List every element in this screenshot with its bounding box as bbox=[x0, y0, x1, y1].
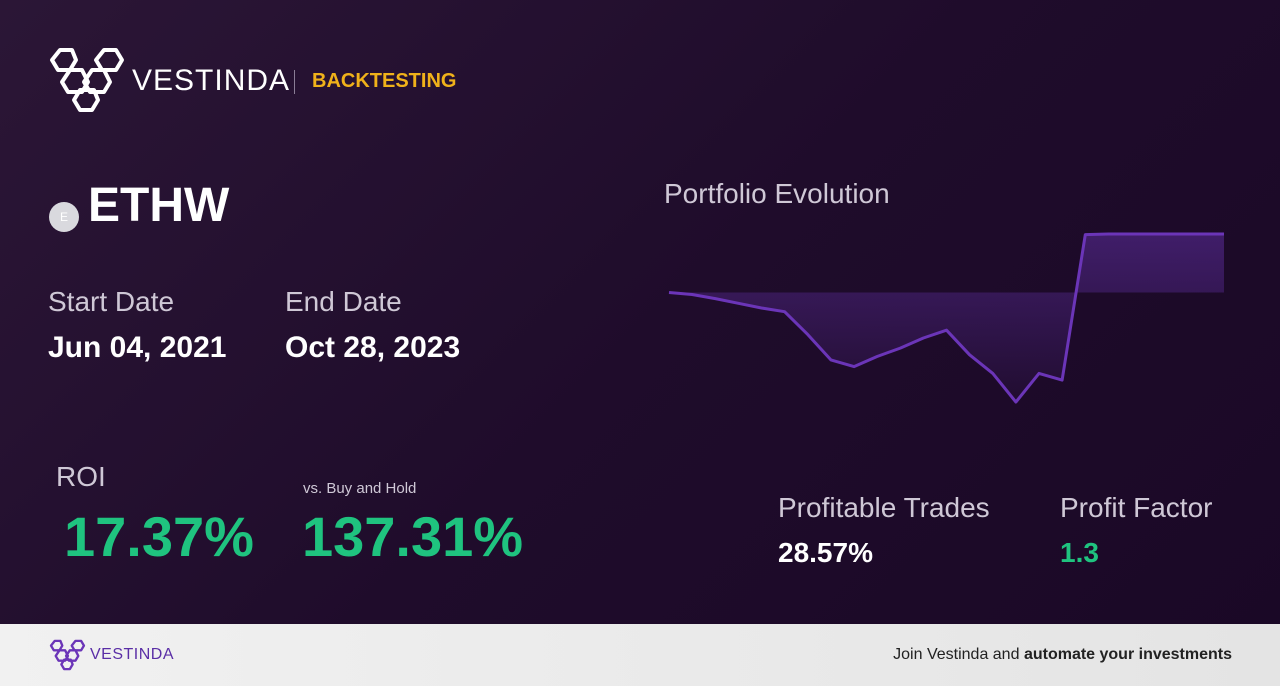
logo-icon bbox=[50, 48, 124, 112]
roi-label: ROI bbox=[56, 461, 106, 492]
footer-brand: VESTINDA bbox=[90, 646, 175, 663]
coin-icon: E bbox=[49, 202, 79, 232]
chart-title: Portfolio Evolution bbox=[664, 178, 890, 209]
footer-text: Join Vestinda and bbox=[893, 646, 1020, 663]
end-label: End Date bbox=[285, 286, 402, 317]
footer: VESTINDA Join Vestinda and automate your… bbox=[0, 624, 1280, 686]
start-date: Jun 04, 2021 bbox=[48, 331, 227, 364]
profitable-value: 28.57% bbox=[778, 537, 873, 568]
profitable-label: Profitable Trades bbox=[778, 492, 990, 523]
brand: VESTINDA bbox=[132, 64, 291, 97]
section: BACKTESTING bbox=[312, 70, 457, 92]
line bbox=[668, 232, 1224, 404]
end-date: Oct 28, 2023 bbox=[285, 331, 461, 364]
footer-bold: automate your investments bbox=[1023, 646, 1232, 663]
start-label: Start Date bbox=[48, 286, 175, 317]
roi-value: 17.37% bbox=[64, 505, 254, 568]
factor-value: 1.3 bbox=[1060, 537, 1099, 568]
asset-symbol: ETHW bbox=[88, 179, 230, 232]
buy-hold-value: 137.31% bbox=[302, 505, 524, 568]
footer-cta: Join Vestinda and automate your investme… bbox=[893, 646, 1232, 664]
area bbox=[669, 234, 1224, 402]
chart bbox=[668, 232, 1224, 404]
buy-hold-label: vs. Buy and Hold bbox=[303, 480, 417, 497]
divider bbox=[294, 70, 295, 94]
footer-logo-icon bbox=[49, 639, 86, 671]
factor-label: Profit Factor bbox=[1060, 492, 1213, 523]
